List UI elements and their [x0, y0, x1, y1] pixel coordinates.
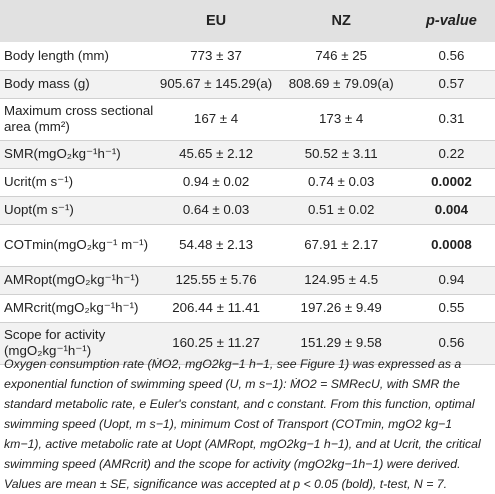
pvalue-cell: 0.56	[438, 335, 465, 350]
eu-cell: 0.94 ± 0.02	[182, 174, 250, 189]
nz-cell: 124.95 ± 4.5	[304, 272, 379, 287]
param-cell: AMRcrit(mgO₂kg⁻¹h⁻¹)	[4, 300, 139, 315]
table-row: AMRcrit(mgO₂kg⁻¹h⁻¹) 206.44 ± 11.41 197.…	[0, 294, 495, 322]
param-cell: Ucrit(m s⁻¹)	[4, 174, 74, 189]
eu-cell: 0.64 ± 0.03	[182, 202, 250, 217]
param-cell: SMR(mgO₂kg⁻¹h⁻¹)	[4, 146, 121, 161]
header-nz: NZ	[274, 0, 408, 42]
table-row: Body mass (g) 905.67 ± 145.29(a) 808.69 …	[0, 70, 495, 98]
header-pvalue-p: p-value	[426, 13, 477, 29]
table-row: Uopt(m s⁻¹) 0.64 ± 0.03 0.51 ± 0.02 0.00…	[0, 196, 495, 224]
eu-cell: 125.55 ± 5.76	[175, 272, 257, 287]
pvalue-cell: 0.22	[438, 146, 465, 161]
table-row: Body length (mm) 773 ± 37 746 ± 25 0.56	[0, 42, 495, 70]
nz-cell: 67.91 ± 2.17	[304, 237, 379, 252]
pvalue-cell: 0.55	[438, 300, 465, 315]
eu-cell: 45.65 ± 2.12	[179, 146, 253, 161]
pvalue-cell: 0.56	[438, 47, 465, 63]
header-row: EU NZ p-value	[0, 0, 495, 42]
table-caption: Oxygen consumption rate (ṀO2, mgO2kg−1 h…	[4, 357, 481, 491]
param-cell: Uopt(m s⁻¹)	[4, 202, 74, 217]
eu-cell: 54.48 ± 2.13	[179, 237, 253, 252]
header-eu: EU	[157, 0, 275, 42]
pvalue-cell: 0.0002	[431, 174, 472, 189]
table-row: Maximum cross sectional area (mm²) 167 ±…	[0, 98, 495, 140]
eu-cell: 167 ± 4	[193, 111, 239, 126]
param-cell: Scope for activity (mgO₂kg⁻¹h⁻¹)	[4, 327, 106, 358]
param-cell: COTmin(mgO₂kg⁻¹ m⁻¹)	[4, 237, 149, 252]
pvalue-cell: 0.57	[438, 76, 465, 91]
nz-cell: 173 ± 4	[319, 111, 364, 126]
param-cell: Body length (mm)	[4, 47, 109, 63]
param-cell: Body mass (g)	[4, 76, 90, 91]
table-row: AMRopt(mgO₂kg⁻¹h⁻¹) 125.55 ± 5.76 124.95…	[0, 266, 495, 294]
eu-cell: 905.67 ± 145.29(a)	[159, 76, 273, 91]
pvalue-cell: 0.004	[434, 202, 469, 217]
eu-cell: 160.25 ± 11.27	[172, 335, 260, 350]
header-param	[0, 0, 158, 42]
pvalue-cell: 0.94	[438, 272, 465, 287]
eu-cell: 206.44 ± 11.41	[172, 300, 260, 315]
nz-cell: 808.69 ± 79.09(a)	[288, 76, 394, 91]
data-table: EU NZ p-value Body length (mm) 773 ± 37 …	[0, 0, 495, 364]
table-row: Ucrit(m s⁻¹) 0.94 ± 0.02 0.74 ± 0.03 0.0…	[0, 168, 495, 196]
nz-cell: 746 ± 25	[315, 47, 368, 63]
pvalue-cell: 0.0008	[431, 237, 472, 252]
nz-cell: 50.52 ± 3.11	[304, 146, 378, 161]
table-row: Scope for activity (mgO₂kg⁻¹h⁻¹) 160.25 …	[0, 322, 495, 364]
eu-cell: 773 ± 37	[190, 47, 242, 63]
pvalue-cell: 0.31	[438, 111, 465, 126]
header-pvalue: p-value	[407, 0, 495, 42]
param-cell: Maximum cross sectional area (mm²)	[4, 103, 154, 134]
table-row: SMR(mgO₂kg⁻¹h⁻¹) 45.65 ± 2.12 50.52 ± 3.…	[0, 140, 495, 168]
param-cell: AMRopt(mgO₂kg⁻¹h⁻¹)	[4, 272, 140, 287]
nz-cell: 151.29 ± 9.58	[300, 335, 382, 350]
table-row: COTmin(mgO₂kg⁻¹ m⁻¹) 54.48 ± 2.13 67.91 …	[0, 224, 495, 266]
nz-cell: 197.26 ± 9.49	[300, 300, 382, 315]
nz-cell: 0.74 ± 0.03	[307, 174, 375, 189]
nz-cell: 0.51 ± 0.02	[307, 202, 375, 217]
